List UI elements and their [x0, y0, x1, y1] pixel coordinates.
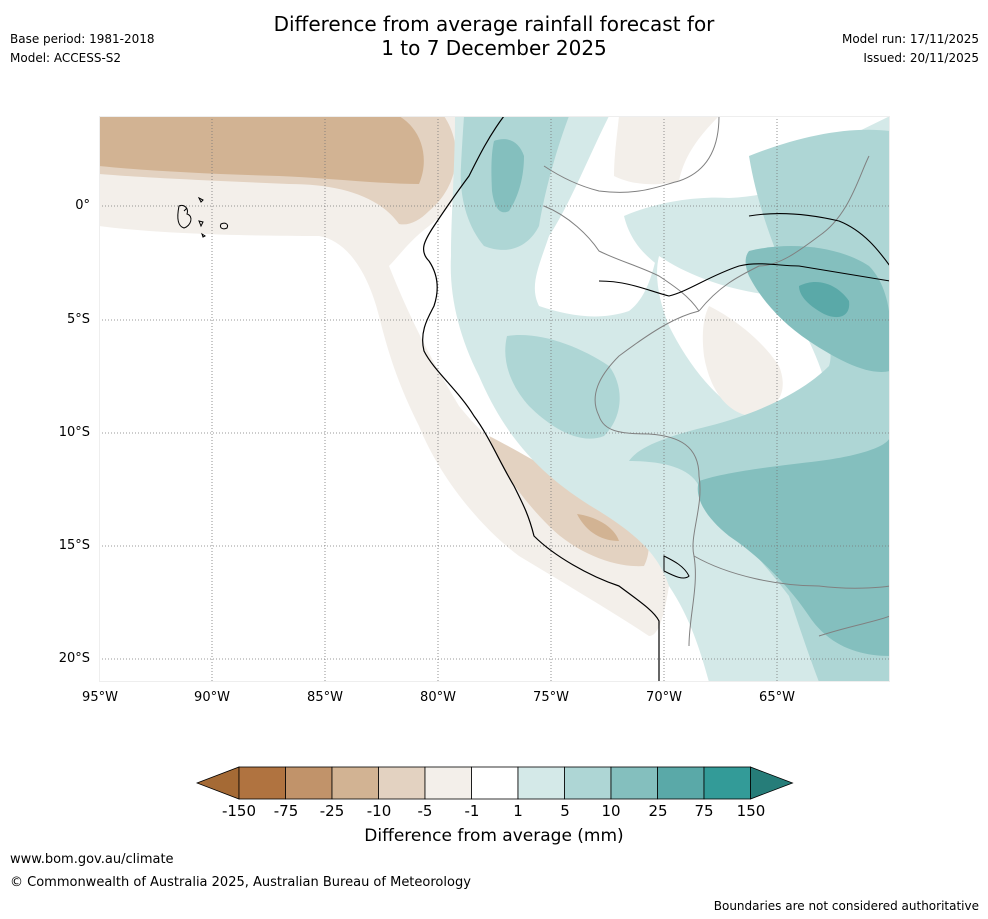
- base-period: Base period: 1981-2018: [10, 32, 155, 46]
- wet-zone-strong-bolivia: [697, 436, 890, 656]
- page-title: Difference from average rainfall forecas…: [0, 12, 988, 60]
- colorbar-tick: -1: [464, 802, 480, 820]
- colorbar-tick: 1: [513, 802, 523, 820]
- colorbar: [196, 766, 794, 800]
- wet-zone-strong-north: [491, 139, 524, 213]
- lat-label-10s: 10°S: [58, 425, 90, 440]
- colorbar-segment: [657, 766, 705, 800]
- colorbar-segment: [564, 766, 612, 800]
- lat-label-15s: 15°S: [58, 538, 90, 553]
- colorbar-tick: -5: [417, 802, 433, 820]
- bom-url[interactable]: www.bom.gov.au/climate: [10, 852, 174, 867]
- galapagos-islands: [177, 196, 228, 238]
- boundary-disclaimer: Boundaries are not considered authoritat…: [713, 899, 979, 913]
- lake-titicaca: [663, 555, 690, 579]
- colorbar-segment: [703, 766, 751, 800]
- rainfall-map: [99, 116, 890, 682]
- lon-label-80w: 80°W: [420, 690, 456, 705]
- colorbar-segment: [285, 766, 333, 800]
- colorbar-tick: -10: [366, 802, 392, 820]
- wet-zone-very-strong: [799, 281, 850, 318]
- title-line-2: 1 to 7 December 2025: [381, 36, 607, 60]
- colorbar-tick: 75: [694, 802, 714, 820]
- colorbar-segment: [517, 766, 565, 800]
- colorbar-tick: 150: [736, 802, 766, 820]
- colorbar-segment: [378, 766, 426, 800]
- dry-zone-peru-strong: [577, 514, 619, 541]
- amazon-river: [598, 263, 890, 297]
- dry-zone-light: [99, 116, 672, 636]
- model-name: Model: ACCESS-S2: [10, 51, 122, 65]
- colorbar-extend-low: [196, 766, 240, 800]
- colorbar-tick: -75: [273, 802, 299, 820]
- colorbar-extend-high: [750, 766, 794, 800]
- dry-pocket-north: [614, 116, 719, 185]
- coastline: [422, 116, 660, 682]
- lat-label-5s: 5°S: [66, 312, 90, 327]
- colorbar-segment: [610, 766, 658, 800]
- colorbar-segment: [331, 766, 379, 800]
- model-run: Model run: 17/11/2025: [841, 32, 979, 46]
- dry-zone-strong: [99, 116, 424, 184]
- graticule: [99, 116, 890, 682]
- dry-pocket-east: [702, 306, 783, 416]
- issued-date: Issued: 20/11/2025: [863, 51, 979, 65]
- lon-label-95w: 95°W: [82, 690, 118, 705]
- colorbar-tick: 25: [648, 802, 668, 820]
- colorbar-tick: -150: [221, 802, 257, 820]
- colorbar-segment: [238, 766, 286, 800]
- amazon-river-north: [748, 213, 890, 267]
- copyright: © Commonwealth of Australia 2025, Austra…: [10, 875, 471, 890]
- wet-zone-moderate-central: [505, 335, 620, 439]
- colorbar-tick: 5: [560, 802, 570, 820]
- lat-label-20s: 20°S: [58, 651, 90, 666]
- lat-label-0: 0°: [75, 198, 90, 213]
- lon-label-70w: 70°W: [646, 690, 682, 705]
- lon-label-85w: 85°W: [307, 690, 343, 705]
- title-line-1: Difference from average rainfall forecas…: [273, 12, 715, 36]
- colorbar-title: Difference from average (mm): [364, 826, 624, 846]
- lon-label-90w: 90°W: [194, 690, 230, 705]
- colorbar-tick: -25: [319, 802, 345, 820]
- lon-label-75w: 75°W: [533, 690, 569, 705]
- lon-label-65w: 65°W: [759, 690, 795, 705]
- country-borders: [543, 116, 890, 647]
- colorbar-segment: [471, 766, 519, 800]
- colorbar-tick: 10: [601, 802, 621, 820]
- colorbar-segment: [424, 766, 472, 800]
